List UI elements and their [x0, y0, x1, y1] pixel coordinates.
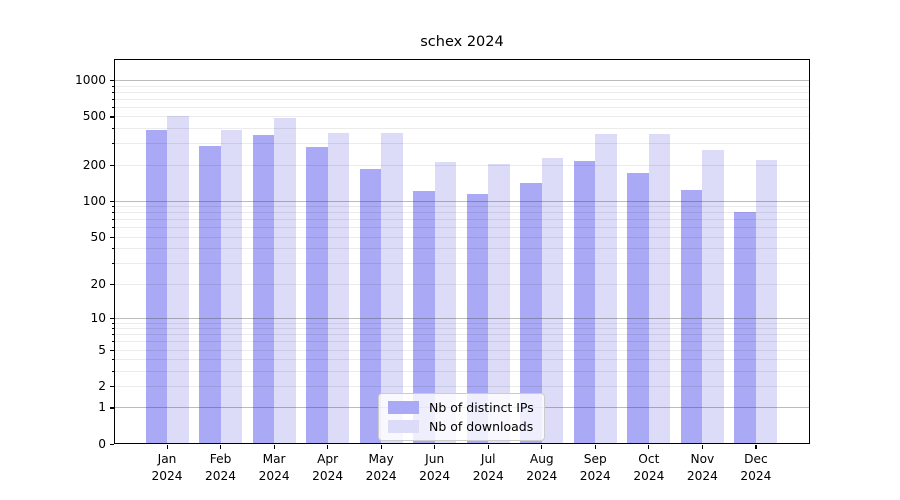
y-axis-tick	[109, 236, 114, 238]
y-axis-tick-label: 100	[82, 193, 106, 208]
y-axis-minor-tick	[111, 322, 114, 324]
y-axis-minor-tick	[111, 370, 114, 372]
y-axis-minor-tick	[111, 85, 114, 87]
y-axis-tick	[109, 386, 114, 388]
y-axis-minor-tick	[111, 328, 114, 330]
bar-distinct-ips-sep	[573, 161, 596, 444]
bar-distinct-ips-nov	[680, 189, 703, 444]
y-axis-tick	[109, 407, 114, 409]
legend-swatch-downloads	[388, 420, 419, 433]
x-axis-tick-label: Mar 2024	[258, 452, 290, 483]
bar-downloads-oct	[648, 134, 671, 444]
bar-downloads-jun	[434, 161, 457, 444]
x-axis-tick	[434, 445, 436, 449]
bar-downloads-nov	[702, 149, 724, 444]
bar-downloads-feb	[220, 129, 243, 444]
bar-distinct-ips-may	[359, 168, 382, 444]
y-axis-minor-tick	[111, 106, 114, 108]
bar-distinct-ips-jan	[145, 129, 167, 444]
legend-row-distinct-ips: Nb of distinct IPs	[388, 400, 534, 415]
y-axis-tick	[109, 116, 114, 118]
x-axis-tick-label: Feb 2024	[205, 452, 237, 483]
y-axis-minor-tick	[111, 227, 114, 229]
x-axis-tick	[701, 445, 703, 449]
x-axis-tick	[648, 445, 650, 449]
y-axis-minor-tick	[111, 98, 114, 100]
x-axis-tick	[487, 445, 489, 449]
y-axis-tick	[109, 349, 114, 351]
bar-downloads-mar	[274, 117, 296, 444]
legend-label: Nb of distinct IPs	[429, 400, 534, 415]
y-axis-minor-tick	[111, 212, 114, 214]
y-axis-minor-tick	[111, 206, 114, 208]
x-axis-tick	[380, 445, 382, 449]
bars-layer	[114, 59, 810, 444]
bar-distinct-ips-jun	[413, 190, 435, 444]
bar-downloads-jul	[488, 164, 510, 444]
legend-row-downloads: Nb of downloads	[388, 419, 534, 434]
x-axis-tick	[541, 445, 543, 449]
bar-distinct-ips-mar	[252, 134, 275, 444]
x-axis-tick	[755, 445, 757, 449]
y-axis-minor-tick	[111, 263, 114, 264]
x-axis-tick	[273, 445, 275, 449]
y-axis-tick-label: 2	[98, 379, 106, 394]
legend: Nb of distinct IPs Nb of downloads	[378, 393, 545, 441]
y-axis-tick-label: 5	[98, 342, 106, 357]
x-axis-tick-label: Dec 2024	[740, 452, 772, 483]
y-axis-minor-tick	[111, 91, 114, 93]
y-axis-minor-tick	[111, 143, 114, 145]
y-axis-tick-label: 20	[90, 276, 106, 291]
plot-area	[114, 59, 810, 444]
x-axis-tick-label: Nov 2024	[686, 452, 718, 483]
y-axis-tick	[109, 317, 114, 319]
y-axis-tick	[109, 164, 114, 166]
y-axis-tick	[109, 200, 114, 202]
bar-downloads-dec	[755, 160, 778, 444]
bar-downloads-sep	[595, 133, 617, 444]
y-axis-minor-tick	[111, 219, 114, 221]
y-axis-tick-label: 10	[90, 310, 106, 325]
legend-label: Nb of downloads	[429, 419, 534, 434]
bar-downloads-jan	[167, 115, 189, 444]
legend-swatch-distinct-ips	[388, 401, 419, 414]
y-axis-minor-tick	[111, 341, 114, 343]
bar-distinct-ips-jul	[466, 194, 489, 444]
x-axis-tick-label: Oct 2024	[633, 452, 665, 483]
y-axis-tick	[109, 79, 114, 82]
x-axis-tick-label: Aug 2024	[526, 452, 558, 483]
x-axis-tick-label: May 2024	[365, 452, 397, 483]
bar-distinct-ips-oct	[627, 172, 649, 444]
bar-downloads-aug	[541, 157, 564, 444]
bar-downloads-apr	[327, 133, 350, 444]
y-axis-minor-tick	[111, 359, 114, 361]
chart-title: schex 2024	[420, 34, 504, 50]
y-axis-tick-label: 50	[90, 229, 106, 244]
y-axis-minor-tick	[111, 334, 114, 336]
y-axis-tick-label: 1	[98, 400, 106, 415]
bar-distinct-ips-apr	[306, 147, 328, 444]
y-axis-tick	[109, 283, 114, 285]
y-axis-minor-tick	[111, 128, 114, 130]
bar-distinct-ips-feb	[199, 146, 221, 444]
x-axis-tick-label: Jun 2024	[419, 452, 451, 483]
bar-downloads-may	[381, 133, 403, 444]
bar-distinct-ips-dec	[734, 211, 756, 444]
y-axis-tick	[109, 444, 114, 446]
y-axis-tick-label: 1000	[74, 72, 106, 87]
x-axis-tick	[327, 445, 329, 449]
y-axis-minor-tick	[111, 248, 114, 250]
x-axis-tick	[220, 445, 222, 449]
y-axis-tick-label: 500	[82, 109, 106, 124]
x-axis-tick-label: Apr 2024	[312, 452, 344, 483]
x-axis-tick	[594, 445, 596, 449]
x-axis-tick	[166, 445, 168, 449]
y-axis-tick-label: 200	[82, 157, 106, 172]
x-axis-tick-label: Jul 2024	[472, 452, 504, 483]
y-axis-tick-label: 0	[98, 437, 106, 451]
bar-distinct-ips-aug	[520, 182, 542, 444]
x-axis-tick-label: Jan 2024	[151, 452, 183, 483]
x-axis-tick-label: Sep 2024	[579, 452, 611, 483]
